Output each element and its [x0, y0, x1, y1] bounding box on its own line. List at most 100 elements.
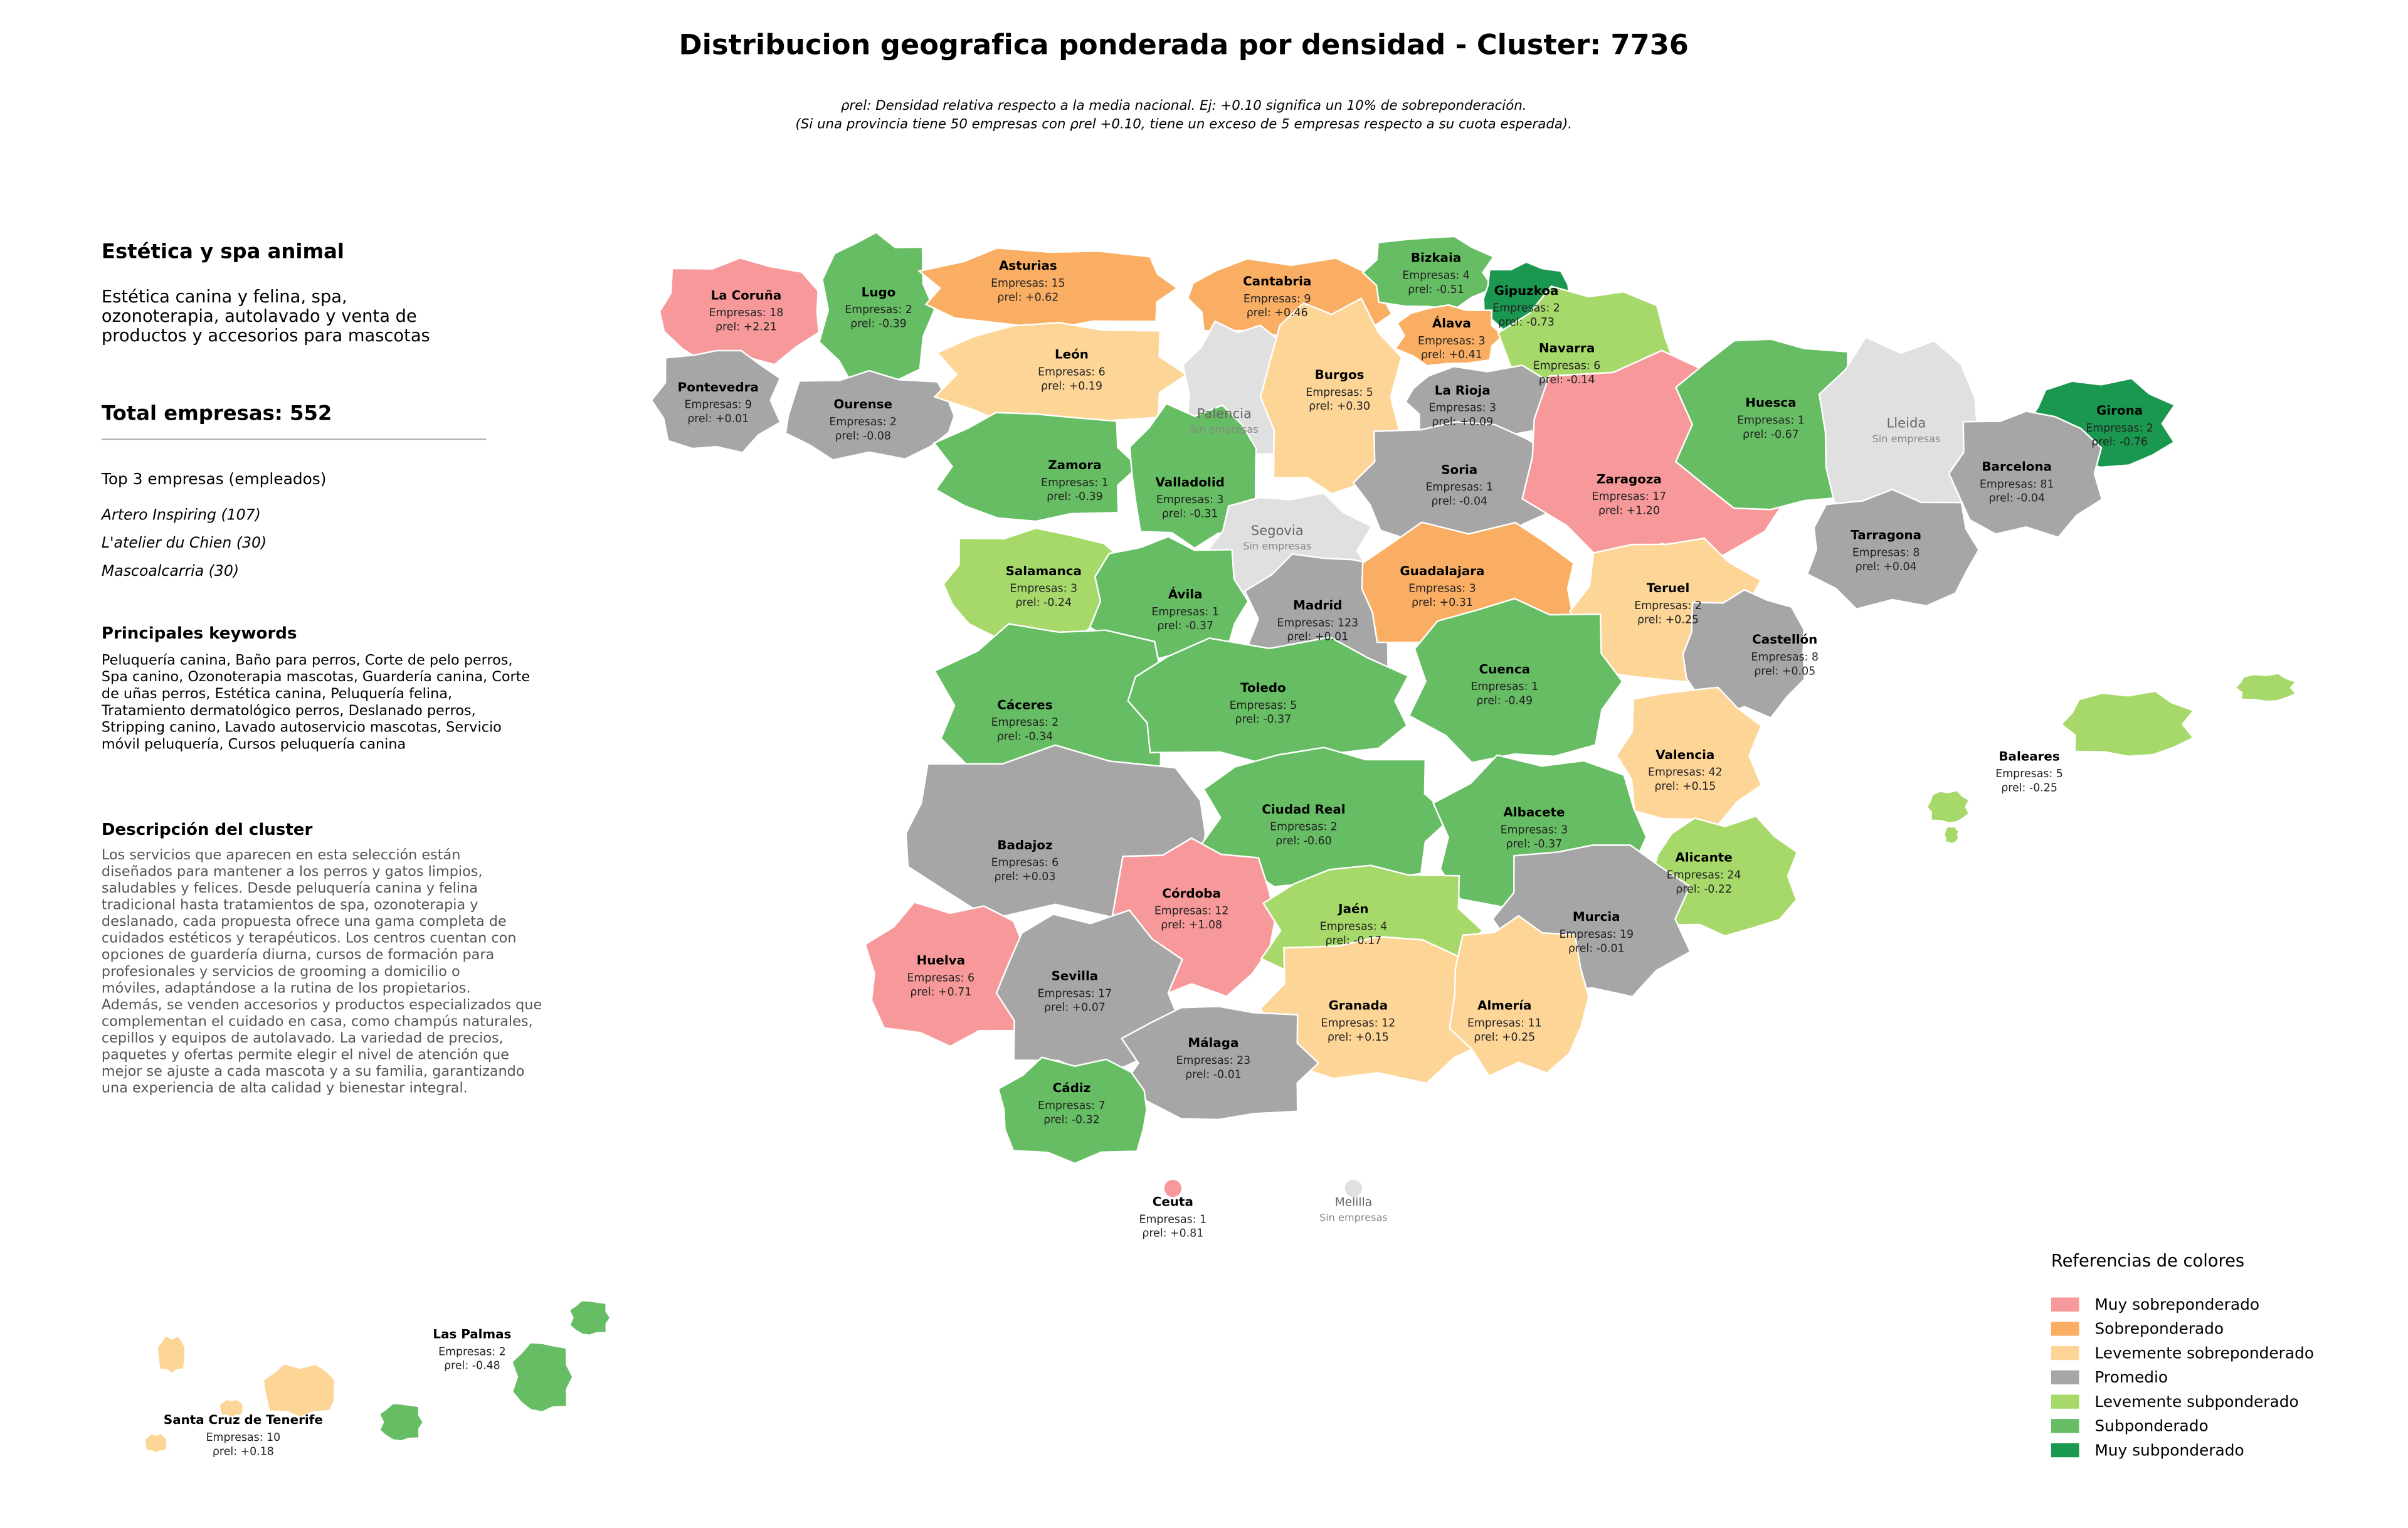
province-count: Empresas: 8 [1751, 651, 1819, 664]
province-name: Cuenca [1479, 662, 1531, 676]
province-name: Castellón [1752, 632, 1817, 647]
keywords-line: Tratamiento dermatológico perros, Deslan… [101, 703, 476, 719]
province-name: Valencia [1656, 748, 1714, 762]
province-name: Málaga [1188, 1036, 1238, 1050]
cluster-text-line: deslanado, cada propuesta ofrece una gam… [102, 913, 507, 930]
province-shape [1682, 588, 1806, 719]
legend-label: Levemente subponderado [2094, 1393, 2298, 1411]
province-count: Empresas: 1 [1041, 477, 1109, 489]
province-name: Zaragoza [1597, 472, 1662, 486]
cluster-text-line: Los servicios que aparecen en esta selec… [102, 847, 460, 863]
province-shape [650, 349, 781, 454]
province-density: ρrel: -0.67 [1743, 428, 1799, 441]
province-count: Empresas: 4 [1402, 270, 1470, 282]
province-shape [1408, 597, 1624, 764]
province-name: Ciudad Real [1262, 802, 1345, 817]
province-name: Álava [1432, 316, 1471, 331]
province-count: Empresas: 2 [1634, 600, 1702, 612]
keywords-line: móvil peluquería, Cursos peluquería cani… [102, 736, 406, 752]
sidebar-description: ozonoterapia, autolavado y venta de [102, 307, 417, 326]
province-density: ρrel: +0.09 [1432, 416, 1493, 428]
province-count: Empresas: 3 [1501, 824, 1568, 837]
province-name: Ceuta [1153, 1195, 1193, 1209]
province-name: Ávila [1168, 587, 1203, 602]
province-density: ρrel: -0.32 [1043, 1113, 1100, 1126]
province-name: Córdoba [1162, 886, 1221, 901]
province-shape [658, 257, 820, 366]
legend-swatch [2051, 1419, 2079, 1433]
province-count: Empresas: 3 [1408, 583, 1476, 595]
cluster-text-line: profesionales y servicios de grooming a … [102, 963, 460, 980]
province-name: Murcia [1573, 910, 1620, 924]
province-count: Empresas: 2 [845, 304, 912, 316]
province-shape [1361, 235, 1495, 310]
subtitle: (Si una provincia tiene 50 empresas con … [795, 117, 1572, 132]
province-density: ρrel: +0.18 [213, 1445, 274, 1458]
province-note: Sin empresas [1319, 1211, 1388, 1223]
legend: Referencias de colores Muy sobreponderad… [2051, 1251, 2314, 1459]
province-name: Guadalajara [1400, 564, 1484, 578]
legend-swatch [2051, 1297, 2079, 1312]
top-company: Mascoalcarria (30) [102, 562, 239, 580]
province-count: Empresas: 19 [1559, 928, 1634, 941]
province-count: Empresas: 6 [1533, 360, 1601, 373]
province-name: Gipuzkoa [1494, 284, 1559, 298]
province-count: Empresas: 6 [907, 972, 975, 984]
province-density: ρrel: -0.60 [1275, 835, 1332, 847]
province-name: Baleares [1999, 749, 2059, 763]
total: Total empresas: 552 [102, 401, 332, 425]
province-name: Huesca [1745, 396, 1796, 410]
province-density: ρrel: +0.25 [1474, 1031, 1535, 1044]
province-name: Barcelona [1982, 459, 2052, 474]
province-count: Empresas: 10 [206, 1431, 281, 1444]
province-shape [1449, 915, 1590, 1077]
province-density: ρrel: +0.25 [1637, 613, 1699, 626]
cluster-text-line: móviles, adaptándose a la rutina de los … [102, 980, 471, 996]
province-count: Empresas: 4 [1320, 920, 1388, 933]
cluster-text-line: paquetes y ofertas permite elegir el niv… [102, 1047, 509, 1063]
province-shape [378, 1403, 425, 1442]
province-density: ρrel: +0.71 [910, 986, 971, 999]
subtitle: ρrel: Densidad relativa respecto a la me… [841, 98, 1527, 114]
province-density: ρrel: +0.04 [1856, 561, 1917, 573]
province-shape [2234, 672, 2298, 703]
province-name: Zamora [1048, 458, 1101, 472]
top-company: Artero Inspiring (107) [100, 506, 261, 523]
province-shape [156, 1334, 186, 1375]
province-name: Jaén [1337, 902, 1368, 916]
province-count: Empresas: 1 [1151, 606, 1219, 618]
province-name: Girona [2096, 403, 2143, 418]
province-name: Valladolid [1155, 475, 1224, 489]
cluster-text-line: cepillos y equipos de autolavado. La var… [102, 1030, 504, 1046]
province-density: ρrel: +0.01 [687, 413, 749, 425]
cluster-text-line: saludables y felices. Desde peluquería c… [102, 880, 478, 896]
province-density: ρrel: +0.31 [1412, 597, 1473, 609]
province-name: Burgos [1315, 368, 1365, 382]
province-density: ρrel: +0.03 [994, 871, 1055, 883]
province-shape [1394, 304, 1504, 367]
province-name: Huelva [917, 953, 965, 968]
province-density: ρrel: -0.22 [1676, 883, 1732, 896]
province-density: ρrel: -0.17 [1326, 935, 1382, 947]
cluster-text-line: diseñados para mantener a los perros y g… [102, 863, 483, 879]
province-count: Empresas: 2 [991, 716, 1059, 729]
province-shape [218, 1398, 245, 1419]
province-name: Palencia [1197, 406, 1252, 422]
province-shape [510, 1341, 574, 1413]
province-count: Empresas: 2 [1492, 302, 1560, 315]
province-note: Sin empresas [1872, 433, 1941, 445]
province-density: ρrel: -0.24 [1015, 597, 1072, 609]
province-density: ρrel: -0.37 [1235, 713, 1292, 726]
cluster-text-line: una experiencia de alta calidad y bienes… [102, 1080, 468, 1096]
province-count: Empresas: 5 [1230, 699, 1297, 712]
province-density: ρrel: -0.08 [835, 430, 891, 442]
province-name: Melilla [1335, 1196, 1373, 1209]
province-name: Teruel [1647, 581, 1690, 595]
sidebar-description: productos y accesorios para mascotas [102, 326, 430, 346]
province-name: La Coruña [711, 288, 782, 302]
province-count: Empresas: 24 [1667, 869, 1741, 882]
keywords-line: Peluquería canina, Baño para perros, Cor… [102, 652, 513, 668]
province-density: ρrel: +0.01 [1287, 631, 1348, 644]
province-name: Segovia [1251, 523, 1304, 538]
